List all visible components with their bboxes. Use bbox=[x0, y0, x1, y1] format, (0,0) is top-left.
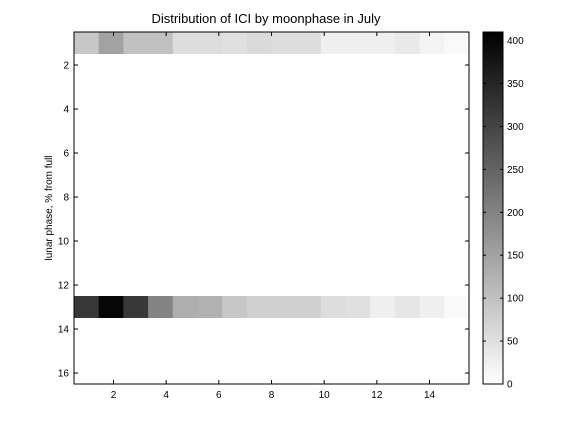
heatmap-cell bbox=[74, 296, 100, 318]
y-ticks: 2 4 6 8 10 12 14 16 bbox=[58, 61, 469, 380]
colorbar-tick-label: 150 bbox=[507, 251, 524, 262]
heatmap-cell bbox=[370, 32, 396, 54]
colorbar-tick-label: 300 bbox=[507, 122, 524, 133]
heatmap-cell bbox=[98, 32, 124, 54]
heatmap-cell bbox=[148, 32, 174, 54]
colorbar-ticks: 0 50 100 150 200 250 300 350 400 bbox=[483, 36, 524, 391]
colorbar-tick-label: 100 bbox=[507, 294, 524, 305]
plot-frame bbox=[73, 31, 470, 385]
x-ticks: 2 4 6 8 10 12 14 bbox=[111, 32, 436, 401]
colorbar-tick-label: 0 bbox=[507, 380, 513, 391]
heatmap-cell bbox=[222, 296, 248, 318]
y-tick-label: 6 bbox=[63, 149, 69, 160]
x-tick-label: 2 bbox=[111, 390, 117, 401]
x-tick-label: 14 bbox=[424, 390, 436, 401]
heatmap-cell bbox=[246, 32, 272, 54]
heatmap-cell bbox=[123, 296, 149, 318]
heatmap-cell bbox=[320, 296, 346, 318]
heatmap-cell bbox=[197, 32, 223, 54]
heatmap-cell bbox=[172, 32, 198, 54]
heatmap-cell bbox=[246, 296, 272, 318]
heatmap-cell bbox=[320, 32, 346, 54]
heatmap-cell bbox=[419, 296, 445, 318]
y-axis-label: lunar phase, % from full bbox=[44, 155, 55, 260]
heatmap-cell bbox=[98, 296, 124, 318]
heatmap-cell bbox=[271, 32, 297, 54]
y-tick-label: 14 bbox=[58, 325, 70, 336]
colorbar-tick-label: 200 bbox=[507, 208, 524, 219]
heatmap-cells bbox=[74, 32, 470, 318]
y-tick-label: 12 bbox=[58, 281, 70, 292]
heatmap-cell bbox=[345, 32, 371, 54]
heatmap-cell bbox=[444, 32, 470, 54]
heatmap-cell bbox=[370, 296, 396, 318]
heatmap-cell bbox=[296, 32, 322, 54]
heatmap-cell bbox=[394, 296, 421, 318]
colorbar-tick-label: 250 bbox=[507, 165, 524, 176]
y-tick-label: 16 bbox=[58, 369, 70, 380]
y-tick-label: 2 bbox=[63, 61, 69, 72]
heatmap-cell bbox=[197, 296, 223, 318]
heatmap-cell bbox=[148, 296, 174, 318]
heatmap-cell bbox=[394, 32, 421, 54]
x-tick-label: 6 bbox=[216, 390, 222, 401]
y-tick-label: 10 bbox=[58, 237, 70, 248]
x-tick-label: 8 bbox=[269, 390, 275, 401]
heatmap-cell bbox=[74, 32, 100, 54]
x-tick-label: 4 bbox=[163, 390, 169, 401]
x-tick-label: 12 bbox=[371, 390, 383, 401]
y-tick-label: 8 bbox=[63, 193, 69, 204]
heatmap-cell bbox=[444, 296, 470, 318]
heatmap-cell bbox=[172, 296, 198, 318]
colorbar-tick-label: 350 bbox=[507, 79, 524, 90]
y-tick-label: 4 bbox=[63, 105, 69, 116]
heatmap-cell bbox=[271, 296, 297, 318]
x-tick-label: 10 bbox=[319, 390, 331, 401]
colorbar-tick-label: 400 bbox=[507, 36, 524, 47]
heatmap-cell bbox=[345, 296, 371, 318]
heatmap-cell bbox=[296, 296, 322, 318]
chart-title: Distribution of ICI by moonphase in July bbox=[151, 11, 381, 26]
colorbar bbox=[482, 31, 504, 385]
heatmap-cell bbox=[123, 32, 149, 54]
heatmap-cell bbox=[419, 32, 445, 54]
colorbar-tick-label: 50 bbox=[507, 337, 519, 348]
heatmap-cell bbox=[222, 32, 248, 54]
